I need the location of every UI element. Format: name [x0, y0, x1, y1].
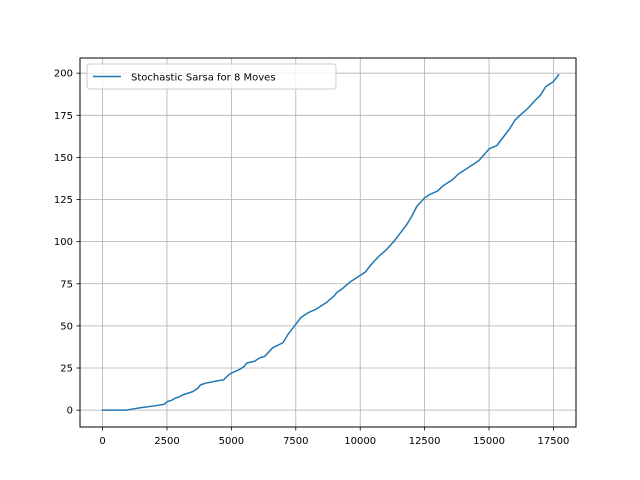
- legend: Stochastic Sarsa for 8 Moves: [86, 63, 337, 90]
- x-tick-label: 0: [99, 436, 105, 447]
- x-tick-label: 10000: [344, 436, 376, 447]
- x-tick-label: 7500: [283, 436, 308, 447]
- series-line-0: [101, 73, 560, 411]
- legend-label: Stochastic Sarsa for 8 Moves: [131, 73, 276, 84]
- y-tick-label: 75: [60, 279, 73, 290]
- y-tick-label: 125: [54, 195, 73, 206]
- x-tick-label: 5000: [219, 436, 244, 447]
- series-layer: [101, 73, 560, 411]
- plot-frame: [79, 57, 577, 428]
- x-tick-label: 15000: [473, 436, 505, 447]
- grid: [80, 58, 576, 427]
- x-tick-label: 17500: [538, 436, 570, 447]
- y-tick-label: 100: [54, 237, 73, 248]
- legend-box: [86, 63, 337, 90]
- y-tick-label: 150: [54, 153, 73, 164]
- y-axis: 0 25 50 75 100 125 150 175 200: [54, 69, 80, 417]
- x-tick-label: 2500: [154, 436, 179, 447]
- y-tick-label: 50: [60, 321, 73, 332]
- y-tick-label: 0: [67, 406, 73, 417]
- y-tick-label: 25: [60, 364, 73, 375]
- x-axis: 0 2500 5000 7500 10000 12500 15000 17500: [99, 427, 569, 447]
- y-tick-label: 175: [54, 111, 73, 122]
- x-tick-label: 12500: [409, 436, 441, 447]
- y-tick-label: 200: [54, 69, 73, 80]
